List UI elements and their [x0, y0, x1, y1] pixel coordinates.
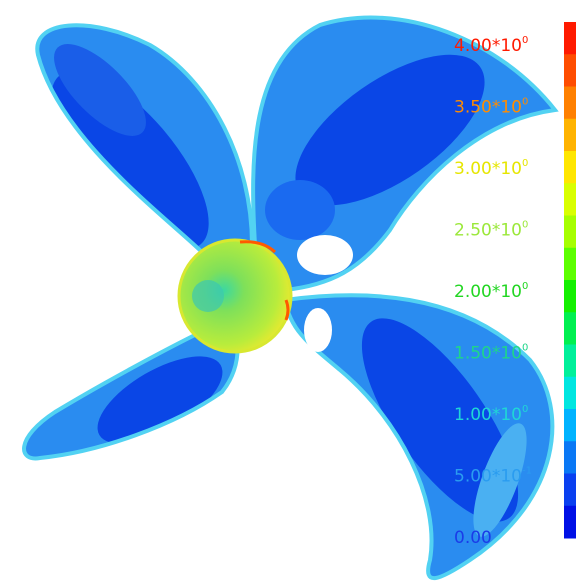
color-band — [564, 54, 576, 87]
color-band — [564, 505, 576, 539]
color-band — [564, 376, 576, 410]
label-exponent: 0 — [522, 97, 528, 108]
label-exponent: 0 — [522, 404, 528, 415]
hotspot — [239, 240, 277, 254]
blade-edge — [282, 293, 555, 580]
legend-label: 1.00*100 — [454, 404, 528, 425]
label-mantissa: 3.00*10 — [454, 159, 522, 179]
label-mantissa: 3.50*10 — [454, 98, 522, 118]
legend-label: 5.00*10-1 — [454, 466, 532, 487]
label-mantissa: 1.00*10 — [454, 405, 522, 425]
label-exponent: 0 — [522, 343, 528, 354]
hub — [177, 238, 293, 354]
color-band — [564, 473, 576, 507]
legend-label: 1.50*100 — [454, 343, 528, 364]
color-band — [564, 86, 576, 120]
label-mantissa: 0.00 — [454, 528, 492, 548]
label-mantissa: 2.50*10 — [454, 221, 522, 241]
legend-label: 3.50*100 — [454, 97, 528, 118]
cutout — [304, 308, 332, 352]
blade-edge — [251, 15, 559, 293]
color-band — [564, 215, 576, 249]
color-band — [564, 312, 576, 345]
legend-label: 2.50*100 — [454, 220, 528, 241]
color-band — [564, 247, 576, 281]
cutout — [297, 235, 353, 275]
color-band — [564, 22, 576, 55]
legend-label: 0.00 — [454, 528, 492, 548]
blade-edge — [35, 23, 255, 258]
color-band — [564, 280, 576, 313]
label-exponent: 0 — [522, 35, 528, 46]
label-exponent: 0 — [522, 220, 528, 231]
blade-edge — [22, 328, 240, 461]
hotspot — [284, 299, 290, 321]
label-exponent: 0 — [522, 281, 528, 292]
label-exponent: -1 — [522, 466, 532, 477]
hub-center — [192, 280, 224, 312]
legend-label: 4.00*100 — [454, 35, 528, 56]
color-band — [564, 409, 576, 442]
legend: 4.00*1003.50*1003.00*1002.50*1002.00*100… — [454, 22, 576, 548]
color-band — [564, 151, 576, 184]
legend-label: 3.00*100 — [454, 158, 528, 179]
legend-label: 2.00*100 — [454, 281, 528, 302]
color-band — [564, 118, 576, 152]
label-mantissa: 5.00*10 — [454, 467, 522, 487]
label-mantissa: 4.00*10 — [454, 36, 522, 56]
color-band — [564, 344, 576, 378]
color-band — [564, 441, 576, 474]
label-exponent: 0 — [522, 158, 528, 169]
label-mantissa: 1.50*10 — [454, 344, 522, 364]
label-mantissa: 2.00*10 — [454, 282, 522, 302]
color-band — [564, 183, 576, 216]
